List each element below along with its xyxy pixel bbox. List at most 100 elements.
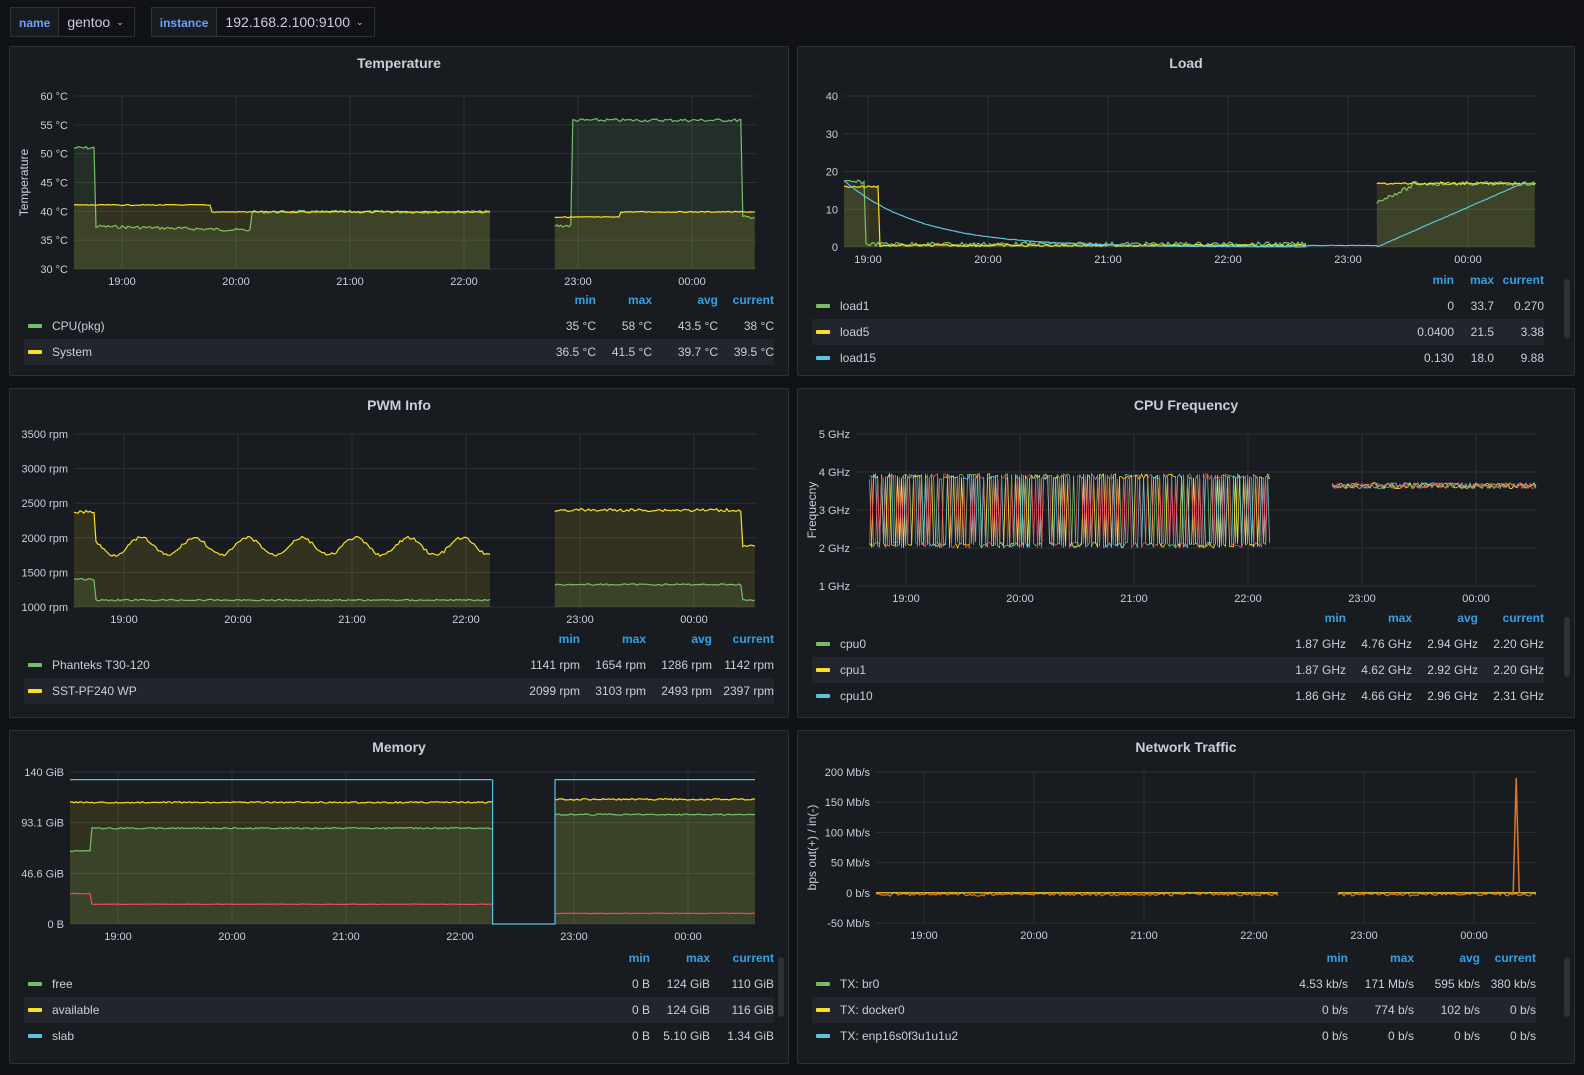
network-chart[interactable]: 200 Mb/s 150 Mb/s 100 Mb/s 50 Mb/s 0 b/s -50 … (798, 731, 1574, 1063)
legend-row[interactable]: SST-PF240 WP 2099 rpm 3103 rpm 2493 rpm 2397… (24, 678, 774, 704)
series-name: slab (52, 1029, 75, 1043)
legend-value-min: 4.53 kb/s (1299, 977, 1348, 991)
legend-column-current[interactable]: current (1502, 273, 1544, 287)
series-line (69, 892, 493, 906)
legend-column-max[interactable]: max (1387, 611, 1412, 625)
x-tick-label: 20:00 (222, 276, 250, 288)
variable-select-name[interactable]: gentoo ⌄ (59, 7, 135, 37)
variable-select-instance[interactable]: 192.168.2.100:9100 ⌄ (217, 7, 375, 37)
legend-row[interactable]: load5 0.0400 21.5 3.38 (812, 319, 1544, 345)
legend-header: min max avg current (1292, 951, 1536, 971)
legend-column-current[interactable]: current (1502, 611, 1544, 625)
legend-column-avg[interactable]: avg (691, 632, 712, 646)
legend-value-current: 39.5 °C (733, 345, 774, 359)
y-tick-label: 10 (826, 204, 838, 216)
legend-column-current[interactable]: current (732, 632, 774, 646)
series-name: free (52, 977, 73, 991)
pwm-chart[interactable]: 3500 rpm 3000 rpm 2500 rpm 2000 rpm 1500 rpm… (10, 389, 788, 717)
legend-column-min[interactable]: min (1326, 951, 1348, 965)
legend-column-min[interactable]: min (1432, 273, 1454, 287)
legend-row[interactable]: System 36.5 °C 41.5 °C 39.7 °C 39.5 °C (24, 339, 774, 365)
series-area (74, 510, 490, 607)
legend-column-max[interactable]: max (621, 632, 646, 646)
legend-row[interactable]: free 0 B 124 GiB 110 GiB (24, 971, 774, 997)
panel-pwm-info[interactable]: PWM Info 3500 rpm 3000 rpm 2500 rpm 2000 rp… (9, 388, 789, 718)
legend-column-avg[interactable]: avg (1457, 611, 1478, 625)
legend-value-max: 124 GiB (666, 977, 710, 991)
load-chart[interactable]: 40 30 20 10 0 19:00 20:00 21:00 22:00 23:00 00:00 (798, 47, 1574, 375)
series-area (555, 798, 756, 924)
legend-value-max: 33.7 (1470, 299, 1494, 313)
legend-row[interactable]: TX: docker0 0 b/s 774 b/s 102 b/s 0 b/s (812, 997, 1536, 1023)
legend-row[interactable]: available 0 B 124 GiB 116 GiB (24, 997, 774, 1023)
series-name: cpu0 (840, 637, 867, 651)
legend-column-min[interactable]: min (1324, 611, 1346, 625)
y-tick-label: 35 °C (40, 235, 68, 247)
variable-label-name: name (10, 7, 60, 37)
legend-scrollbar[interactable] (1564, 957, 1570, 1017)
legend-row[interactable]: load1 0 33.7 0.270 (812, 293, 1544, 319)
legend-value-avg: 102 b/s (1440, 1003, 1480, 1017)
legend: min max current load1 0 33.7 0.270 load5 0.0400 2… (812, 273, 1544, 371)
series-line (73, 509, 491, 558)
legend-row[interactable]: CPU(pkg) 35 °C 58 °C 43.5 °C 38 °C (24, 313, 774, 339)
legend-column-max[interactable]: max (627, 293, 652, 307)
y-tick-label: 60 °C (40, 91, 68, 103)
y-tick-label: 0 B (47, 919, 64, 931)
legend-header: min max avg current (540, 293, 774, 313)
series-area (844, 185, 1306, 247)
series-color-swatch (28, 1034, 42, 1038)
series-line (843, 179, 1307, 248)
legend-value-min: 0 B (631, 1003, 650, 1017)
legend-column-current[interactable]: current (732, 951, 774, 965)
panel-cpu-frequency[interactable]: CPU Frequency 5 GHz 4 GHz 3 GHz 2 GHz 1 GHz 1… (797, 388, 1575, 718)
legend-column-current[interactable]: current (1494, 951, 1536, 965)
cpufreq-chart[interactable]: 5 GHz 4 GHz 3 GHz 2 GHz 1 GHz 19:00 20:00 21:00… (798, 389, 1574, 717)
panel-title: CPU Frequency (1133, 397, 1239, 413)
panel-network-traffic[interactable]: Network Traffic 200 Mb/s 150 Mb/s 100 Mb/s… (797, 730, 1575, 1064)
legend-column-max[interactable]: max (685, 951, 710, 965)
legend-value-max: 124 GiB (666, 1003, 710, 1017)
legend-header: min max current (1414, 273, 1544, 293)
series-area (74, 204, 490, 269)
legend-row[interactable]: load15 0.130 18.0 9.88 (812, 345, 1544, 371)
panel-memory[interactable]: Memory 140 GiB 93.1 GiB 46.6 GiB 0 B 19:00 20… (9, 730, 789, 1064)
y-tick-label: 30 (826, 129, 838, 141)
legend-scrollbar[interactable] (778, 957, 784, 1017)
legend-row[interactable]: cpu1 1.87 GHz 4.62 GHz 2.92 GHz 2.20 GHz (812, 657, 1544, 683)
legend-value-min: 0 (1447, 299, 1454, 313)
legend-column-avg[interactable]: avg (697, 293, 718, 307)
legend-row[interactable]: cpu0 1.87 GHz 4.76 GHz 2.94 GHz 2.20 GHz (812, 631, 1544, 657)
x-tick-label: 23:00 (1334, 254, 1362, 266)
legend-row[interactable]: TX: br0 4.53 kb/s 171 Mb/s 595 kb/s 380 kb/s (812, 971, 1536, 997)
legend-column-min[interactable]: min (628, 951, 650, 965)
x-tick-label: 23:00 (560, 931, 588, 943)
legend-row[interactable]: TX: enp16s0f3u1u1u2 0 b/s 0 b/s 0 b/s 0 b/s (812, 1023, 1536, 1049)
chevron-down-icon: ⌄ (356, 17, 364, 27)
legend-column-max[interactable]: max (1389, 951, 1414, 965)
panel-temperature[interactable]: Temperature 60 °C 55 °C 50 °C 45 °C 40 °C 35 … (9, 46, 789, 376)
legend-row[interactable]: slab 0 B 5.10 GiB 1.34 GiB (24, 1023, 774, 1049)
x-tick-label: 21:00 (1120, 593, 1148, 605)
temperature-chart[interactable]: 60 °C 55 °C 50 °C 45 °C 40 °C 35 °C 30 °C 19:00… (10, 47, 788, 375)
panel-load[interactable]: Load 40 30 20 10 0 19:00 20:00 21:00 22:00 23:00 0… (797, 46, 1575, 376)
legend-row[interactable]: cpu10 1.86 GHz 4.66 GHz 2.96 GHz 2.31 GHz (812, 683, 1544, 709)
legend-value-current: 116 GiB (731, 1003, 774, 1017)
y-tick-label: 45 °C (40, 178, 68, 190)
legend-column-max[interactable]: max (1469, 273, 1494, 287)
legend-row[interactable]: Phanteks T30-120 1141 rpm 1654 rpm 1286 rpm… (24, 652, 774, 678)
variables-bar: name gentoo ⌄ instance 192.168.2.100:910… (10, 6, 375, 38)
legend-column-current[interactable]: current (732, 293, 774, 307)
legend-column-min[interactable]: min (574, 293, 596, 307)
memory-chart[interactable]: 140 GiB 93.1 GiB 46.6 GiB 0 B 19:00 20:00 21:0… (10, 731, 788, 1063)
y-tick-label: 0 (832, 242, 838, 254)
y-tick-label: 20 (826, 167, 838, 179)
series-area (1376, 181, 1535, 247)
legend-column-min[interactable]: min (558, 632, 580, 646)
legend-scrollbar[interactable] (1564, 279, 1570, 339)
y-tick-label: 3 GHz (819, 505, 850, 517)
legend-header: min max avg current (524, 632, 774, 652)
legend-value-max: 5.10 GiB (663, 1029, 710, 1043)
legend-column-avg[interactable]: avg (1459, 951, 1480, 965)
legend-scrollbar[interactable] (1564, 617, 1570, 677)
